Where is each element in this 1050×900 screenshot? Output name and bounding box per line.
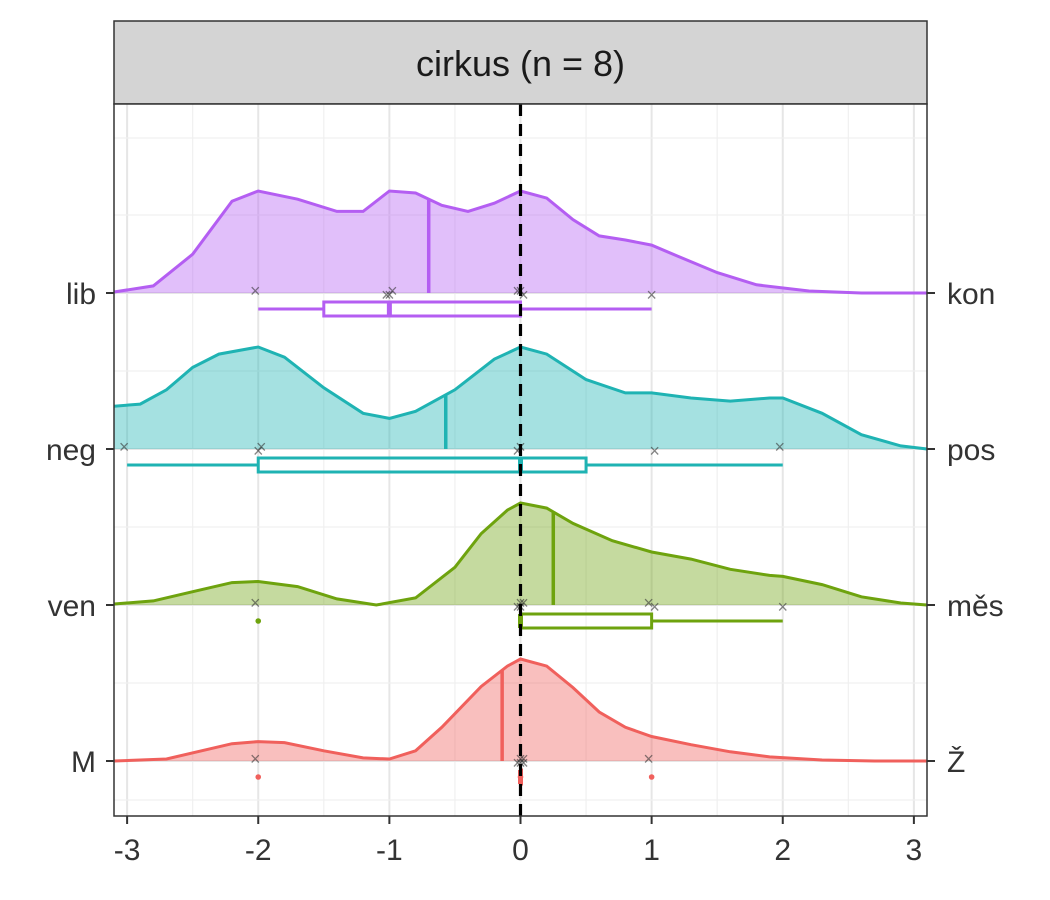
data-point: × [512, 753, 523, 773]
box-outlier [255, 774, 262, 780]
data-point: × [512, 597, 523, 617]
density-curve [113, 501, 928, 607]
density-curve [113, 345, 928, 451]
panel-strip: cirkus (n = 8) [113, 20, 928, 105]
x-tick-label: 0 [512, 834, 529, 867]
data-point: × [119, 437, 130, 457]
panel-title: cirkus (n = 8) [416, 43, 625, 84]
data-point: × [250, 281, 261, 301]
box-outlier [255, 618, 262, 624]
y-label-right-pos: pos [947, 434, 995, 467]
x-tick-label: 2 [774, 834, 791, 867]
data-point: × [250, 749, 261, 769]
x-tick-label: -2 [245, 834, 272, 867]
data-point: × [253, 441, 264, 461]
data-point: × [518, 285, 529, 305]
y-label-left-neg: neg [46, 434, 96, 467]
data-point: × [384, 285, 395, 305]
y-axis-left: lib neg ven M [46, 278, 114, 779]
data-point: × [778, 597, 789, 617]
density-curve [113, 189, 927, 295]
data-point: × [518, 753, 529, 773]
data-point: × [518, 593, 529, 613]
data-point: × [512, 441, 523, 461]
box-iqr [256, 456, 588, 474]
y-label-left-ven: ven [48, 590, 96, 623]
density-area [114, 191, 927, 293]
y-label-left-lib: lib [66, 278, 96, 311]
y-axis-right: kon pos měs Ž [927, 278, 1004, 779]
data-point: × [518, 749, 529, 769]
panel-strip-background [113, 20, 928, 105]
x-tick-label: -3 [114, 834, 141, 867]
plot-panel: ×××××××××××××××××××××××××××××× [113, 103, 928, 817]
data-point: × [256, 437, 267, 457]
data-point: × [515, 593, 526, 613]
y-label-right-Ž: Ž [947, 746, 965, 779]
data-point: × [515, 749, 526, 769]
x-tick-label: 1 [643, 834, 660, 867]
data-point: × [643, 749, 654, 769]
data-point: × [512, 281, 523, 301]
density-curve [113, 657, 927, 763]
data-point: × [387, 281, 398, 301]
data-point: × [649, 441, 660, 461]
data-point: × [775, 437, 786, 457]
data-point: × [250, 593, 261, 613]
box-outlier [648, 774, 655, 780]
data-point: × [381, 285, 392, 305]
data-point: × [649, 597, 660, 617]
x-tick-label: -1 [376, 834, 403, 867]
data-point: × [643, 593, 654, 613]
y-label-left-M: M [71, 746, 96, 779]
x-tick-label: 3 [906, 834, 923, 867]
y-label-right-kon: kon [947, 278, 995, 311]
data-point: × [646, 285, 657, 305]
x-axis: -3 -2 -1 0 1 2 3 [114, 816, 922, 867]
y-label-right-měs: měs [947, 590, 1004, 623]
density-area [114, 347, 927, 449]
data-point: × [515, 753, 526, 773]
